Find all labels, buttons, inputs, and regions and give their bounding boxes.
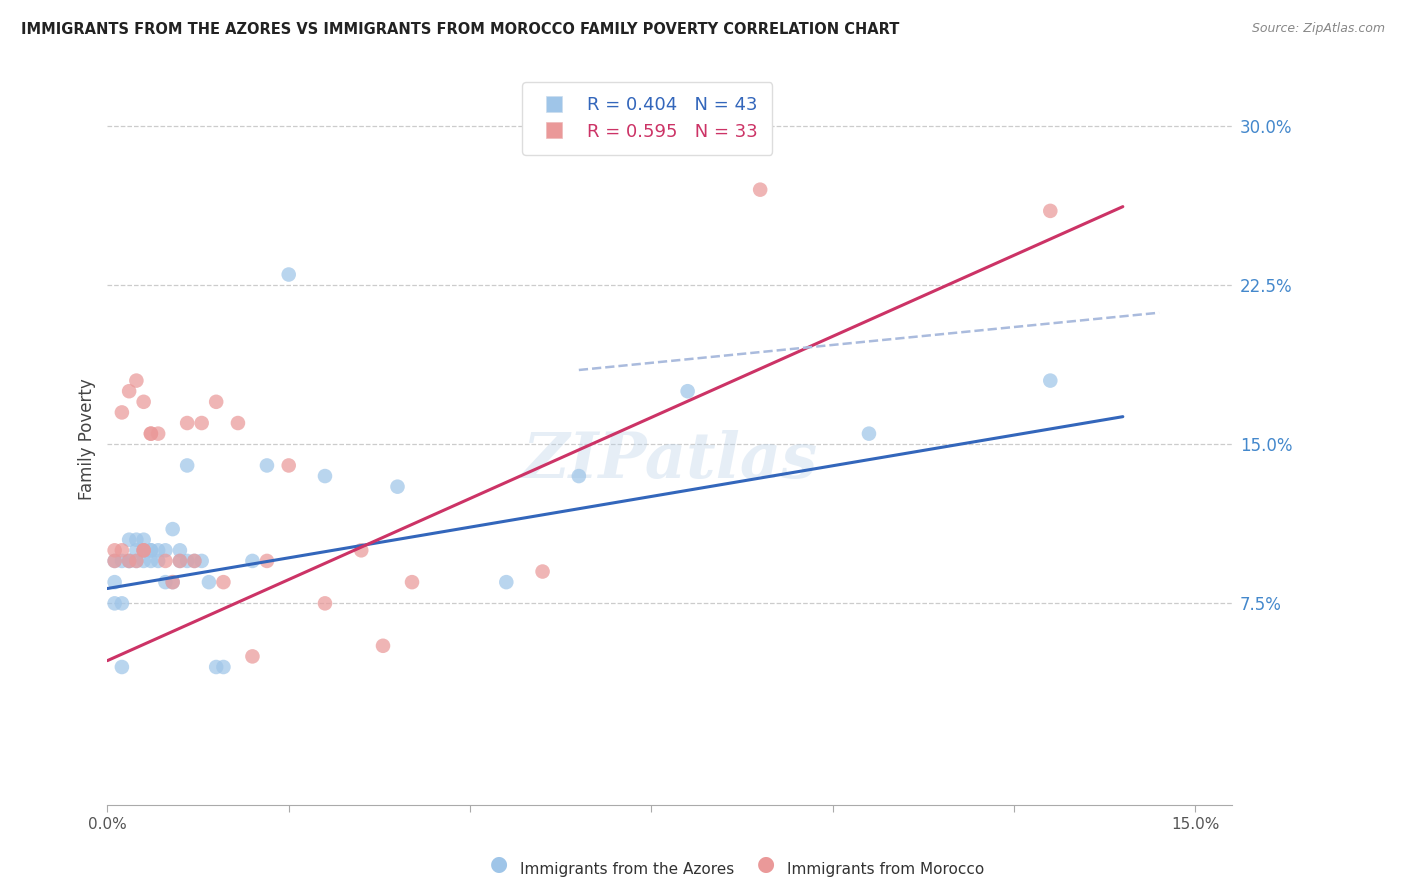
Point — [190, 554, 212, 568]
Point — [118, 554, 141, 568]
Point — [111, 405, 134, 419]
Point — [104, 554, 127, 568]
Point — [104, 554, 127, 568]
Text: ●: ● — [491, 854, 508, 873]
Point — [139, 426, 162, 441]
Point — [183, 554, 205, 568]
Point — [155, 543, 177, 558]
Point — [858, 426, 880, 441]
Point — [371, 639, 394, 653]
Point — [104, 543, 127, 558]
Point — [125, 554, 148, 568]
Point — [125, 554, 148, 568]
Point — [155, 554, 177, 568]
Point — [118, 384, 141, 399]
Point — [226, 416, 249, 430]
Point — [183, 554, 205, 568]
Point — [139, 543, 162, 558]
Point — [125, 374, 148, 388]
Point — [1039, 203, 1062, 218]
Point — [531, 565, 554, 579]
Text: ZIPatlas: ZIPatlas — [522, 430, 817, 491]
Point — [139, 426, 162, 441]
Point — [132, 554, 155, 568]
Point — [169, 554, 191, 568]
Point — [162, 522, 184, 536]
Point — [350, 543, 373, 558]
Point — [132, 394, 155, 409]
Text: Immigrants from the Azores: Immigrants from the Azores — [520, 863, 734, 877]
Point — [118, 533, 141, 547]
Point — [111, 660, 134, 674]
Point — [198, 575, 221, 590]
Point — [104, 575, 127, 590]
Text: Source: ZipAtlas.com: Source: ZipAtlas.com — [1251, 22, 1385, 36]
Point — [118, 554, 141, 568]
Point — [205, 394, 228, 409]
Point — [111, 543, 134, 558]
Point — [139, 554, 162, 568]
Point — [256, 554, 278, 568]
Point — [314, 596, 336, 610]
Point — [104, 596, 127, 610]
Point — [242, 649, 264, 664]
Text: IMMIGRANTS FROM THE AZORES VS IMMIGRANTS FROM MOROCCO FAMILY POVERTY CORRELATION: IMMIGRANTS FROM THE AZORES VS IMMIGRANTS… — [21, 22, 900, 37]
Point — [132, 543, 155, 558]
Point — [132, 533, 155, 547]
Point — [277, 268, 299, 282]
Y-axis label: Family Poverty: Family Poverty — [79, 378, 96, 500]
Point — [176, 554, 198, 568]
Point — [176, 416, 198, 430]
Point — [111, 554, 134, 568]
Point — [162, 575, 184, 590]
Point — [1039, 374, 1062, 388]
Point — [169, 543, 191, 558]
Point — [125, 543, 148, 558]
Point — [242, 554, 264, 568]
Point — [155, 575, 177, 590]
Point — [387, 480, 409, 494]
Point — [676, 384, 699, 399]
Point — [314, 469, 336, 483]
Point — [146, 554, 169, 568]
Text: ●: ● — [758, 854, 775, 873]
Point — [162, 575, 184, 590]
Point — [277, 458, 299, 473]
Point — [190, 416, 212, 430]
Point — [256, 458, 278, 473]
Point — [212, 660, 235, 674]
Point — [132, 543, 155, 558]
Point — [212, 575, 235, 590]
Point — [125, 533, 148, 547]
Point — [118, 554, 141, 568]
Legend: R = 0.404   N = 43, R = 0.595   N = 33: R = 0.404 N = 43, R = 0.595 N = 33 — [522, 82, 772, 155]
Point — [169, 554, 191, 568]
Point — [749, 183, 772, 197]
Point — [495, 575, 517, 590]
Point — [176, 458, 198, 473]
Point — [132, 543, 155, 558]
Point — [111, 596, 134, 610]
Point — [146, 426, 169, 441]
Point — [568, 469, 591, 483]
Point — [401, 575, 423, 590]
Point — [139, 543, 162, 558]
Point — [205, 660, 228, 674]
Text: Immigrants from Morocco: Immigrants from Morocco — [787, 863, 984, 877]
Point — [146, 543, 169, 558]
